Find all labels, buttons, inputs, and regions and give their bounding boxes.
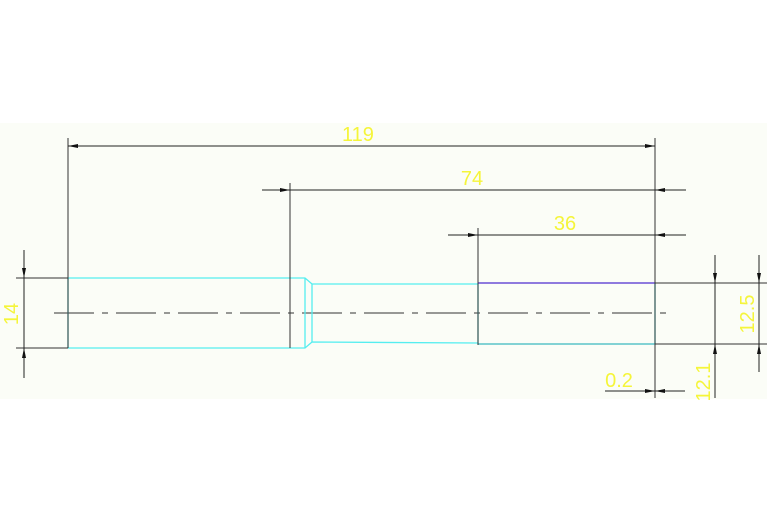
dim-119-text: 119	[342, 124, 374, 146]
dim-12-1-text: 12.1	[693, 363, 715, 402]
dim-36-text: 36	[554, 213, 576, 235]
dim-0-2-text: 0.2	[605, 370, 633, 392]
dim-14-text: 14	[1, 303, 23, 325]
extension-lines	[16, 138, 767, 398]
drawing-area	[0, 123, 767, 399]
dimension-lines	[22, 144, 761, 398]
dim-74-text: 74	[461, 168, 483, 190]
dim-12-5-text: 12.5	[737, 295, 759, 334]
